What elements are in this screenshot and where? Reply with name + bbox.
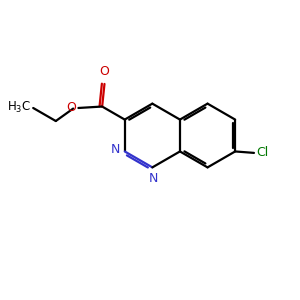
- Text: Cl: Cl: [256, 146, 268, 159]
- Text: N: N: [111, 143, 120, 157]
- Text: H$_3$C: H$_3$C: [7, 100, 31, 115]
- Text: O: O: [100, 65, 110, 78]
- Text: O: O: [66, 101, 76, 114]
- Text: N: N: [149, 172, 158, 185]
